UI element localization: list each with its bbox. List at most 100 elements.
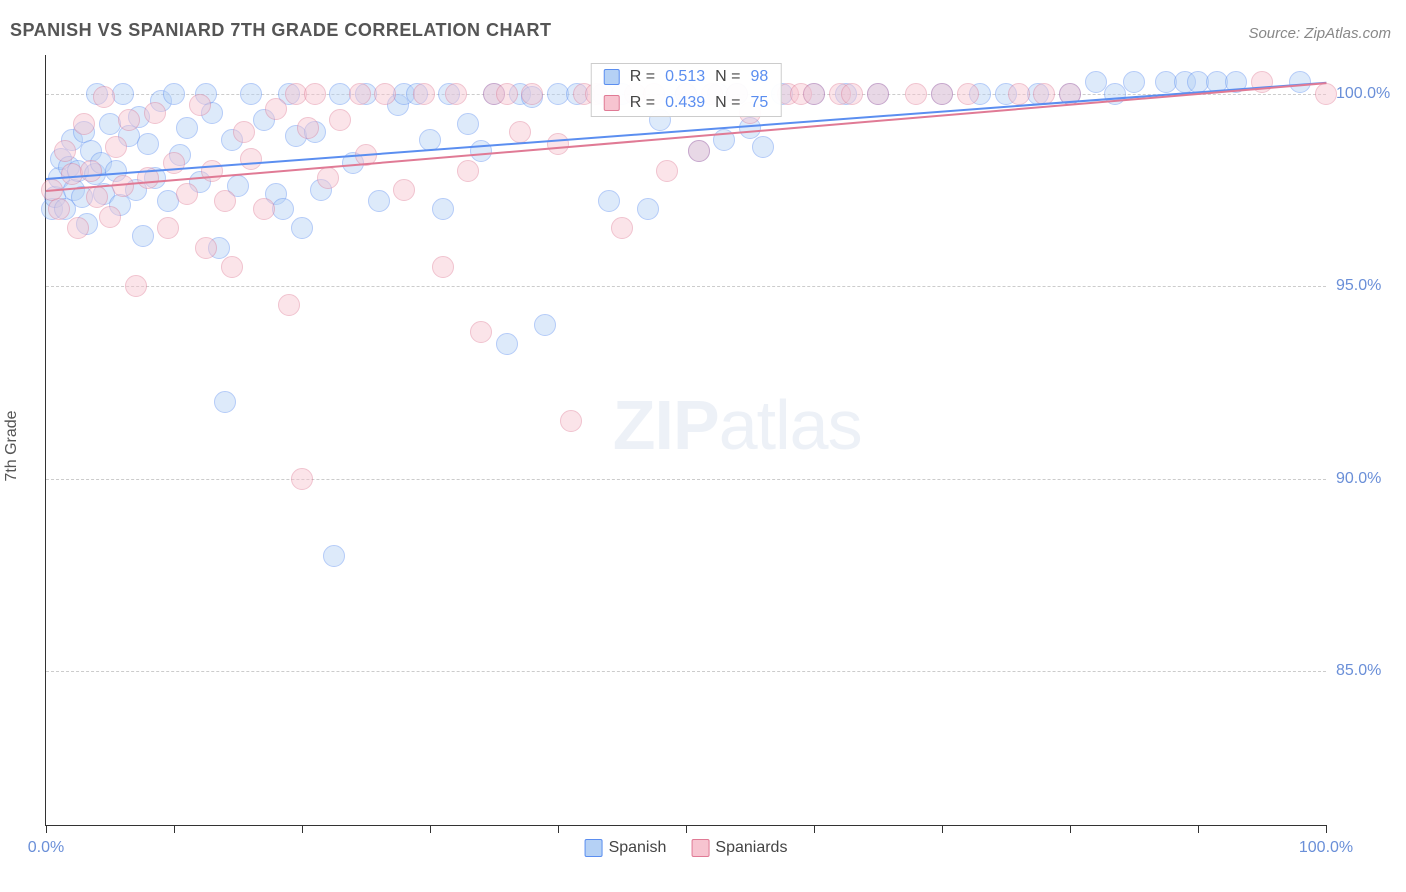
scatter-point: [432, 256, 454, 278]
legend-label: Spanish: [609, 839, 667, 857]
x-tick: [302, 825, 303, 833]
scatter-point: [73, 113, 95, 135]
scatter-point: [419, 129, 441, 151]
scatter-point: [163, 83, 185, 105]
scatter-point: [803, 83, 825, 105]
scatter-point: [99, 206, 121, 228]
legend: Spanish Spaniards: [585, 839, 788, 857]
scatter-point: [560, 410, 582, 432]
scatter-point: [637, 198, 659, 220]
stats-r-value: 0.513: [665, 68, 705, 86]
scatter-point: [195, 237, 217, 259]
scatter-point: [413, 83, 435, 105]
scatter-point: [291, 217, 313, 239]
y-tick-label: 85.0%: [1336, 662, 1396, 680]
scatter-point: [67, 217, 89, 239]
scatter-point: [214, 190, 236, 212]
scatter-point: [1008, 83, 1030, 105]
y-tick-label: 100.0%: [1336, 85, 1396, 103]
scatter-point: [233, 121, 255, 143]
scatter-point: [349, 83, 371, 105]
scatter-point: [176, 183, 198, 205]
x-tick: [686, 825, 687, 833]
x-tick: [942, 825, 943, 833]
scatter-point: [1289, 71, 1311, 93]
scatter-point: [656, 160, 678, 182]
scatter-point: [297, 117, 319, 139]
x-tick: [1198, 825, 1199, 833]
y-tick-label: 90.0%: [1336, 470, 1396, 488]
x-tick: [430, 825, 431, 833]
stats-r-label: R =: [630, 94, 655, 112]
stats-r-value: 0.439: [665, 94, 705, 112]
chart-title: SPANISH VS SPANIARD 7TH GRADE CORRELATIO…: [10, 20, 552, 41]
stats-n-value: 98: [750, 68, 768, 86]
scatter-point: [1123, 71, 1145, 93]
scatter-point: [240, 83, 262, 105]
x-tick: [1070, 825, 1071, 833]
scatter-point: [598, 190, 620, 212]
stats-swatch: [604, 95, 620, 111]
scatter-point: [957, 83, 979, 105]
x-tick: [814, 825, 815, 833]
plot-area: ZIPatlas R =0.513N =98R =0.439N =75 Span…: [45, 55, 1326, 826]
scatter-point: [534, 314, 556, 336]
scatter-point: [176, 117, 198, 139]
x-tick-label: 100.0%: [1299, 839, 1353, 857]
legend-swatch: [691, 839, 709, 857]
scatter-point: [841, 83, 863, 105]
scatter-point: [48, 198, 70, 220]
legend-label: Spaniards: [715, 839, 787, 857]
scatter-point: [374, 83, 396, 105]
scatter-point: [1033, 83, 1055, 105]
x-tick-label: 0.0%: [28, 839, 64, 857]
stats-swatch: [604, 69, 620, 85]
scatter-point: [157, 217, 179, 239]
stats-box: R = 0.513 N = 98 R = 0.439 N = 75: [591, 63, 782, 117]
x-tick: [558, 825, 559, 833]
scatter-point: [265, 98, 287, 120]
scatter-point: [547, 133, 569, 155]
scatter-point: [118, 109, 140, 131]
scatter-point: [496, 333, 518, 355]
scatter-point: [368, 190, 390, 212]
scatter-point: [457, 113, 479, 135]
scatter-point: [304, 83, 326, 105]
scatter-point: [905, 83, 927, 105]
y-axis-label: 7th Grade: [3, 410, 21, 481]
x-tick: [1326, 825, 1327, 833]
scatter-point: [132, 225, 154, 247]
scatter-point: [611, 217, 633, 239]
scatter-point: [688, 140, 710, 162]
x-tick: [46, 825, 47, 833]
scatter-point: [496, 83, 518, 105]
gridline: [46, 671, 1326, 672]
legend-item: Spaniards: [691, 839, 787, 857]
scatter-point: [80, 160, 102, 182]
scatter-point: [86, 186, 108, 208]
y-tick-label: 95.0%: [1336, 277, 1396, 295]
scatter-point: [240, 148, 262, 170]
scatter-point: [457, 160, 479, 182]
scatter-point: [278, 294, 300, 316]
scatter-point: [272, 198, 294, 220]
scatter-point: [112, 83, 134, 105]
gridline: [46, 479, 1326, 480]
scatter-point: [432, 198, 454, 220]
scatter-point: [93, 86, 115, 108]
scatter-point: [470, 140, 492, 162]
chart-container: SPANISH VS SPANIARD 7TH GRADE CORRELATIO…: [0, 0, 1406, 892]
stats-n-label: N =: [715, 94, 740, 112]
scatter-point: [125, 275, 147, 297]
scatter-point: [323, 545, 345, 567]
scatter-point: [329, 109, 351, 131]
legend-swatch: [585, 839, 603, 857]
gridline: [46, 286, 1326, 287]
scatter-point: [291, 468, 313, 490]
scatter-point: [521, 83, 543, 105]
watermark: ZIPatlas: [613, 385, 862, 465]
scatter-point: [144, 102, 166, 124]
stats-row: R = 0.439 N = 75: [592, 90, 781, 116]
scatter-point: [253, 198, 275, 220]
stats-n-value: 75: [750, 94, 768, 112]
